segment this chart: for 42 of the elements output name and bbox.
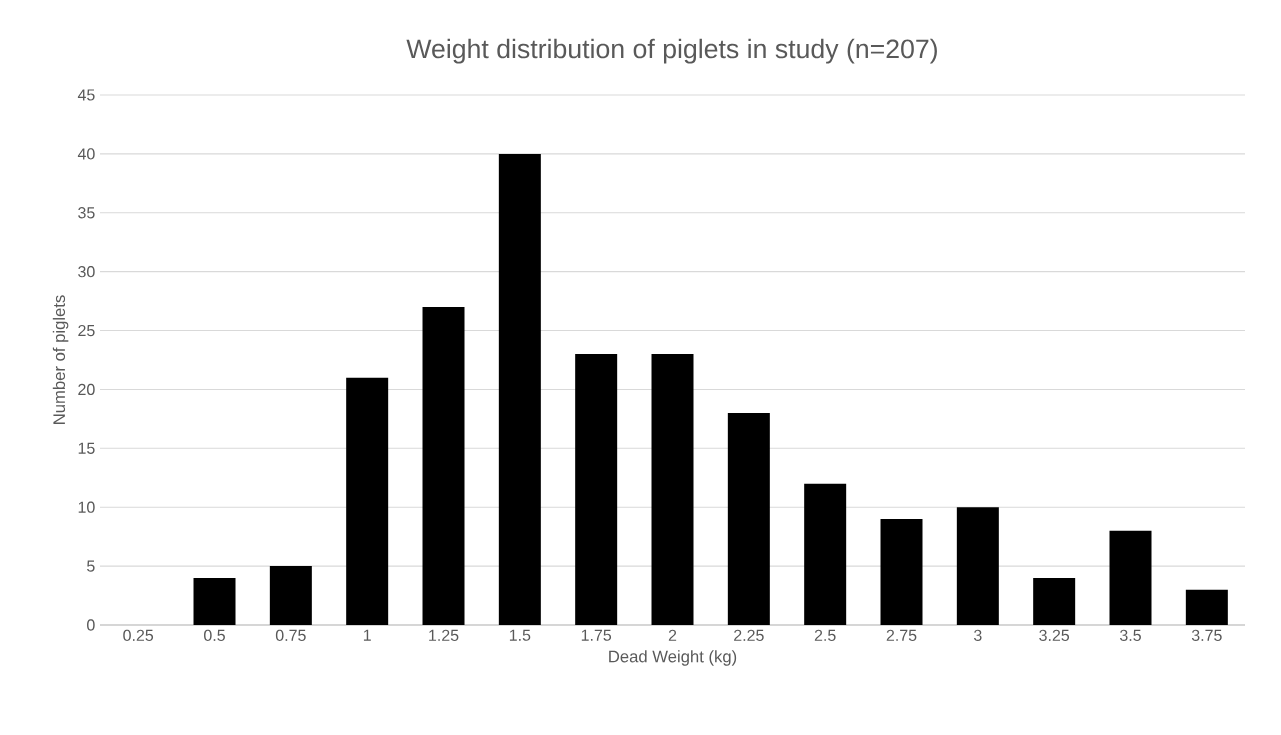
x-tick-label: 2.75 <box>886 629 917 642</box>
bar <box>880 518 923 625</box>
y-tick-label: 25 <box>78 324 95 337</box>
x-tick-label: 1 <box>363 629 371 641</box>
y-tick-label: 0 <box>87 619 95 631</box>
bar <box>193 577 236 625</box>
x-tick-label: 0.25 <box>123 629 154 642</box>
y-tick-label: 30 <box>78 266 95 278</box>
bar <box>651 354 694 625</box>
y-axis-title: Number of piglets <box>52 295 69 424</box>
bar <box>575 354 618 625</box>
x-axis-title: Dead Weight (kg) <box>609 650 737 666</box>
x-tick-label: 2.25 <box>734 629 764 642</box>
bar <box>727 412 770 625</box>
x-tick-label: 2.5 <box>814 629 836 642</box>
x-tick-label: 0.5 <box>204 629 225 642</box>
y-tick-label: 45 <box>77 89 95 101</box>
bar <box>1185 589 1228 625</box>
y-tick-label: 40 <box>77 148 95 160</box>
y-tick-label: 10 <box>78 501 95 513</box>
y-tick-label: 20 <box>78 383 95 396</box>
bar <box>804 483 847 625</box>
x-tick-label: 3.5 <box>1119 629 1141 642</box>
x-tick-label: 1.25 <box>429 629 459 642</box>
bar <box>422 306 465 625</box>
chart-title: Weight distribution of piglets in study (n=207) <box>406 38 937 64</box>
bar <box>1033 577 1076 625</box>
bar <box>498 153 541 625</box>
bar <box>346 377 389 625</box>
x-tick-label: 1.75 <box>581 629 612 641</box>
bar <box>1109 530 1152 625</box>
y-tick-label: 35 <box>78 207 95 219</box>
y-tick-label: 15 <box>78 442 95 454</box>
y-tick-label: 5 <box>87 560 95 572</box>
x-tick-label: 1.5 <box>509 629 531 641</box>
bar <box>269 566 312 625</box>
x-tick-label: 0.75 <box>275 629 306 642</box>
bar <box>956 507 999 625</box>
x-tick-label: 3.75 <box>1191 629 1222 642</box>
x-tick-label: 3 <box>973 629 982 642</box>
x-tick-label: 3.25 <box>1039 629 1070 642</box>
x-tick-label: 2 <box>668 629 677 641</box>
